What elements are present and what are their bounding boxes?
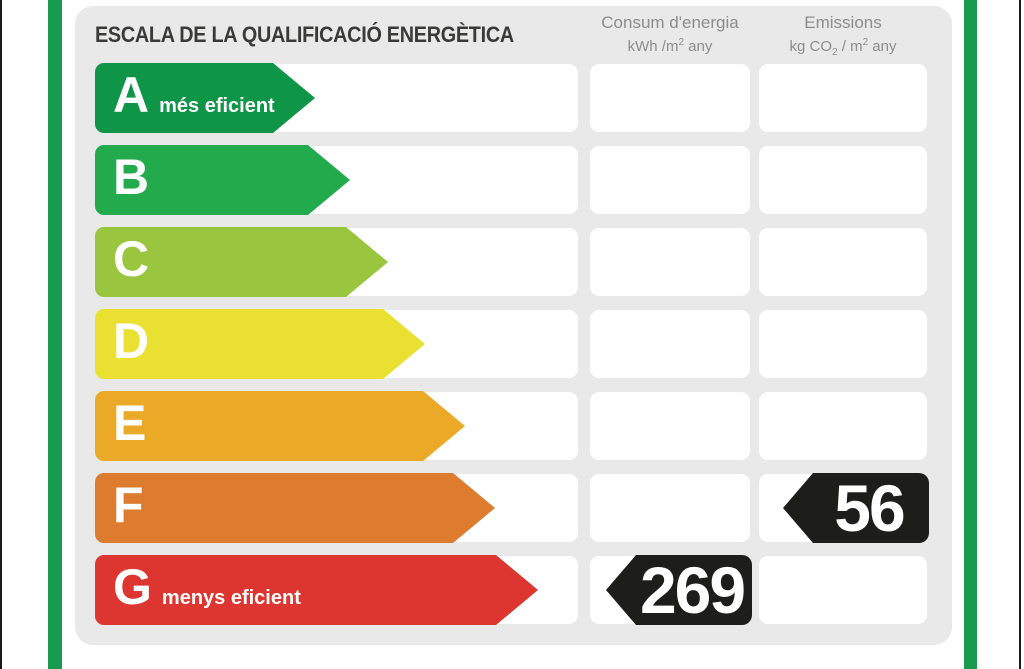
scale-row: D — [95, 310, 927, 378]
emissions-cell — [759, 64, 927, 132]
emissions-cell: 56 — [759, 473, 929, 543]
rating-arrow: D — [95, 309, 425, 379]
scale-row: A més eficient — [95, 64, 927, 132]
rating-arrow: B — [95, 145, 350, 215]
emissions-column-header: Emissions kg CO2 / m2 any — [759, 13, 927, 58]
rating-letter: B — [113, 149, 150, 205]
emissions-cell — [759, 228, 927, 296]
page-edge-line-left — [0, 0, 2, 669]
rating-letter: D — [113, 313, 150, 369]
consum-header-label: Consum d'energia — [601, 13, 739, 32]
emissions-cell — [759, 556, 927, 624]
rating-arrow: E — [95, 391, 465, 461]
rating-note: menys eficient — [161, 587, 301, 609]
rating-arrow: A més eficient — [95, 63, 315, 133]
scale-row: E — [95, 392, 927, 460]
energy-scale-card: ESCALA DE LA QUALIFICACIÓ ENERGÈTICA Con… — [75, 6, 952, 645]
green-frame-stripe-right — [964, 0, 977, 669]
rating-letter: E — [113, 395, 147, 451]
rating-letter: C — [113, 231, 150, 287]
scale-row: 56 F — [95, 473, 929, 543]
page-title: ESCALA DE LA QUALIFICACIÓ ENERGÈTICA — [95, 22, 514, 47]
consum-column-header: Consum d'energia kWh /m2 any — [590, 13, 750, 55]
consum-header-unit: kWh /m2 any — [627, 37, 713, 55]
consum-cell — [590, 228, 750, 296]
rating-note: més eficient — [159, 95, 275, 117]
rating-letter: A — [113, 67, 150, 123]
scale-row: 269 G menys eficient — [95, 555, 927, 625]
emissions-header-label: Emissions — [804, 13, 882, 32]
page-edge-line-right — [1019, 0, 1021, 669]
emissions-value: 56 — [834, 471, 905, 545]
consum-cell: 269 — [590, 555, 752, 625]
consum-value-tag: 269 — [606, 555, 752, 625]
emissions-header-unit: kg CO2 / m2 any — [789, 37, 897, 58]
consum-cell — [590, 392, 750, 460]
emissions-value-tag: 56 — [783, 473, 929, 543]
emissions-cell — [759, 392, 927, 460]
consum-cell — [590, 146, 750, 214]
green-frame-stripe-left — [48, 0, 62, 669]
emissions-cell — [759, 146, 927, 214]
consum-cell — [590, 64, 750, 132]
consum-cell — [590, 474, 750, 542]
rating-arrow: C — [95, 227, 388, 297]
consum-value: 269 — [639, 553, 746, 627]
consum-cell — [590, 310, 750, 378]
scale-row: C — [95, 228, 927, 296]
scale-row: B — [95, 146, 927, 214]
rating-letter: G — [113, 559, 152, 615]
scale-rows: A més eficient B C — [95, 64, 929, 625]
rating-letter: F — [113, 477, 144, 533]
rating-arrow: G menys eficient — [95, 555, 538, 625]
rating-arrow: F — [95, 473, 495, 543]
emissions-cell — [759, 310, 927, 378]
